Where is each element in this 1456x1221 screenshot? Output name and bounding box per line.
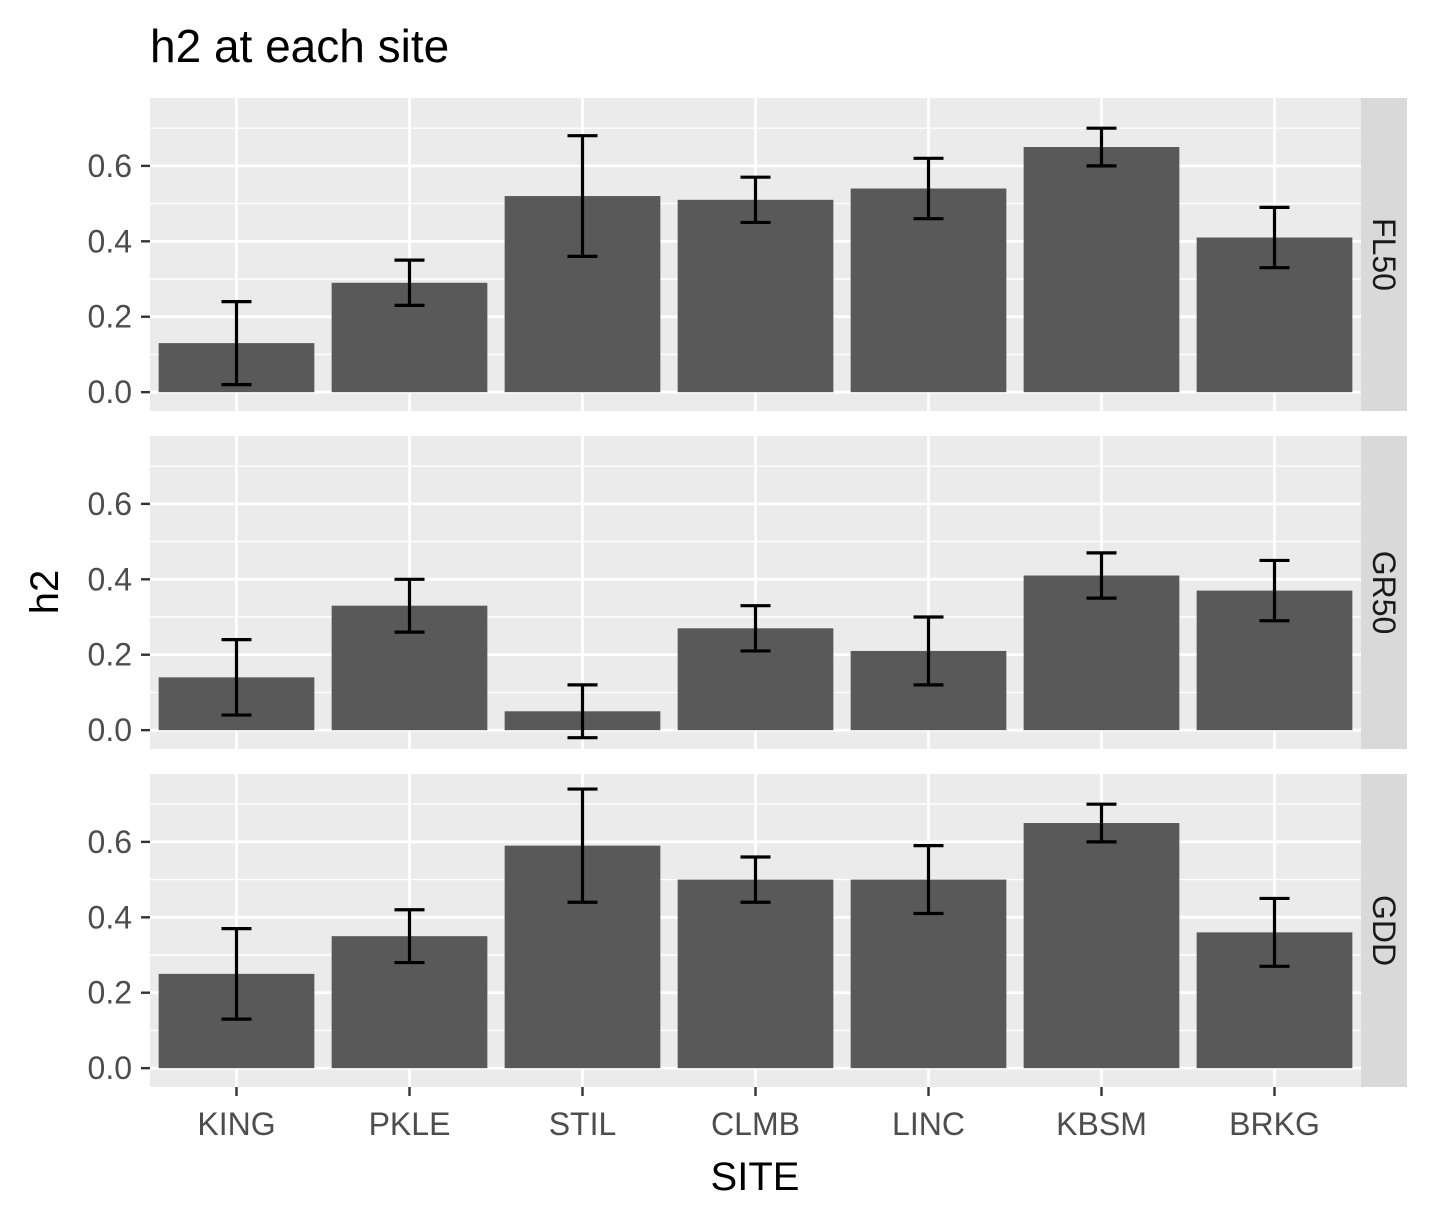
- errorbar-gdd-kbsm: [1086, 802, 1117, 844]
- errorbar-gr50-king: [221, 638, 252, 717]
- bar-fl50-linc: [850, 188, 1007, 393]
- y-tick-label: 0.6: [88, 148, 132, 184]
- errorbar-fl50-king: [221, 300, 252, 387]
- errorbar-gdd-king: [221, 927, 252, 1021]
- y-tick-label: 0.2: [88, 975, 132, 1011]
- errorbar-gr50-linc: [913, 615, 944, 687]
- errorbar-fl50-pkle: [394, 258, 425, 308]
- y-tick-label: 0.0: [88, 1050, 132, 1086]
- errorbar-gdd-pkle: [394, 908, 425, 965]
- errorbar-fl50-stil: [567, 134, 598, 258]
- errorbar-gdd-linc: [913, 844, 944, 916]
- y-tick-label: 0.6: [88, 486, 132, 522]
- x-tick-label: KBSM: [1056, 1106, 1147, 1142]
- bar-fl50-clmb: [677, 199, 834, 393]
- errorbar-gdd-clmb: [740, 855, 771, 904]
- y-tick-label: 0.0: [88, 712, 132, 748]
- facet-strip-label: FL50: [1366, 218, 1402, 291]
- facet-strip: [1361, 774, 1407, 1087]
- bar-gr50-kbsm: [1023, 575, 1180, 731]
- errorbar-fl50-clmb: [740, 175, 771, 225]
- y-tick-label: 0.4: [88, 223, 132, 259]
- y-tick-label: 0.6: [88, 824, 132, 860]
- y-tick-label: 0.2: [88, 637, 132, 673]
- facet-panel-gr50: 0.0 0.2 0.4 0.6 GR50: [88, 436, 1407, 749]
- facet-strip-label: GR50: [1366, 551, 1402, 635]
- errorbar-fl50-linc: [913, 156, 944, 221]
- errorbar-fl50-kbsm: [1086, 126, 1117, 168]
- facet-panels: 0.00.20.40.6FL500.00.20.40.6GR500.00.20.…: [88, 98, 1407, 1087]
- x-axis-title: SITE: [711, 1155, 800, 1199]
- errorbar-fl50-brkg: [1259, 205, 1290, 270]
- x-tick-label: STIL: [549, 1106, 617, 1142]
- x-tick-label: PKLE: [369, 1106, 451, 1142]
- bar-fl50-kbsm: [1023, 147, 1180, 393]
- errorbar-gr50-kbsm: [1086, 551, 1117, 600]
- facet-panel-gdd: 0.0 0.2 0.4 0.6 GDD: [88, 774, 1407, 1087]
- y-tick-label: 0.0: [88, 374, 132, 410]
- x-tick-label: KING: [197, 1106, 275, 1142]
- y-axis-title: h2: [23, 570, 67, 615]
- facet-strip-label: GDD: [1366, 895, 1402, 966]
- facet-strip: [1361, 436, 1407, 749]
- x-axis: KING PKLE STIL CLMB LINC KBSM BRKG: [197, 1087, 1320, 1142]
- errorbar-gdd-brkg: [1259, 896, 1290, 968]
- errorbar-gr50-clmb: [740, 604, 771, 653]
- facet-panel-fl50: 0.0 0.2 0.4 0.6 FL50: [88, 98, 1407, 411]
- x-tick-label: BRKG: [1229, 1106, 1320, 1142]
- errorbar-gr50-pkle: [394, 577, 425, 634]
- x-tick-label: CLMB: [711, 1106, 800, 1142]
- y-tick-label: 0.2: [88, 299, 132, 335]
- y-tick-label: 0.4: [88, 899, 132, 935]
- x-tick-label: LINC: [892, 1106, 965, 1142]
- errorbar-gdd-stil: [567, 787, 598, 904]
- facet-strip: [1361, 98, 1407, 411]
- chart-title: h2 at each site: [150, 20, 449, 72]
- errorbar-gr50-brkg: [1259, 558, 1290, 623]
- errorbar-gr50-stil: [567, 683, 598, 740]
- bar-gdd-clmb: [677, 879, 834, 1069]
- y-tick-label: 0.4: [88, 561, 132, 597]
- bar-gdd-kbsm: [1023, 823, 1180, 1069]
